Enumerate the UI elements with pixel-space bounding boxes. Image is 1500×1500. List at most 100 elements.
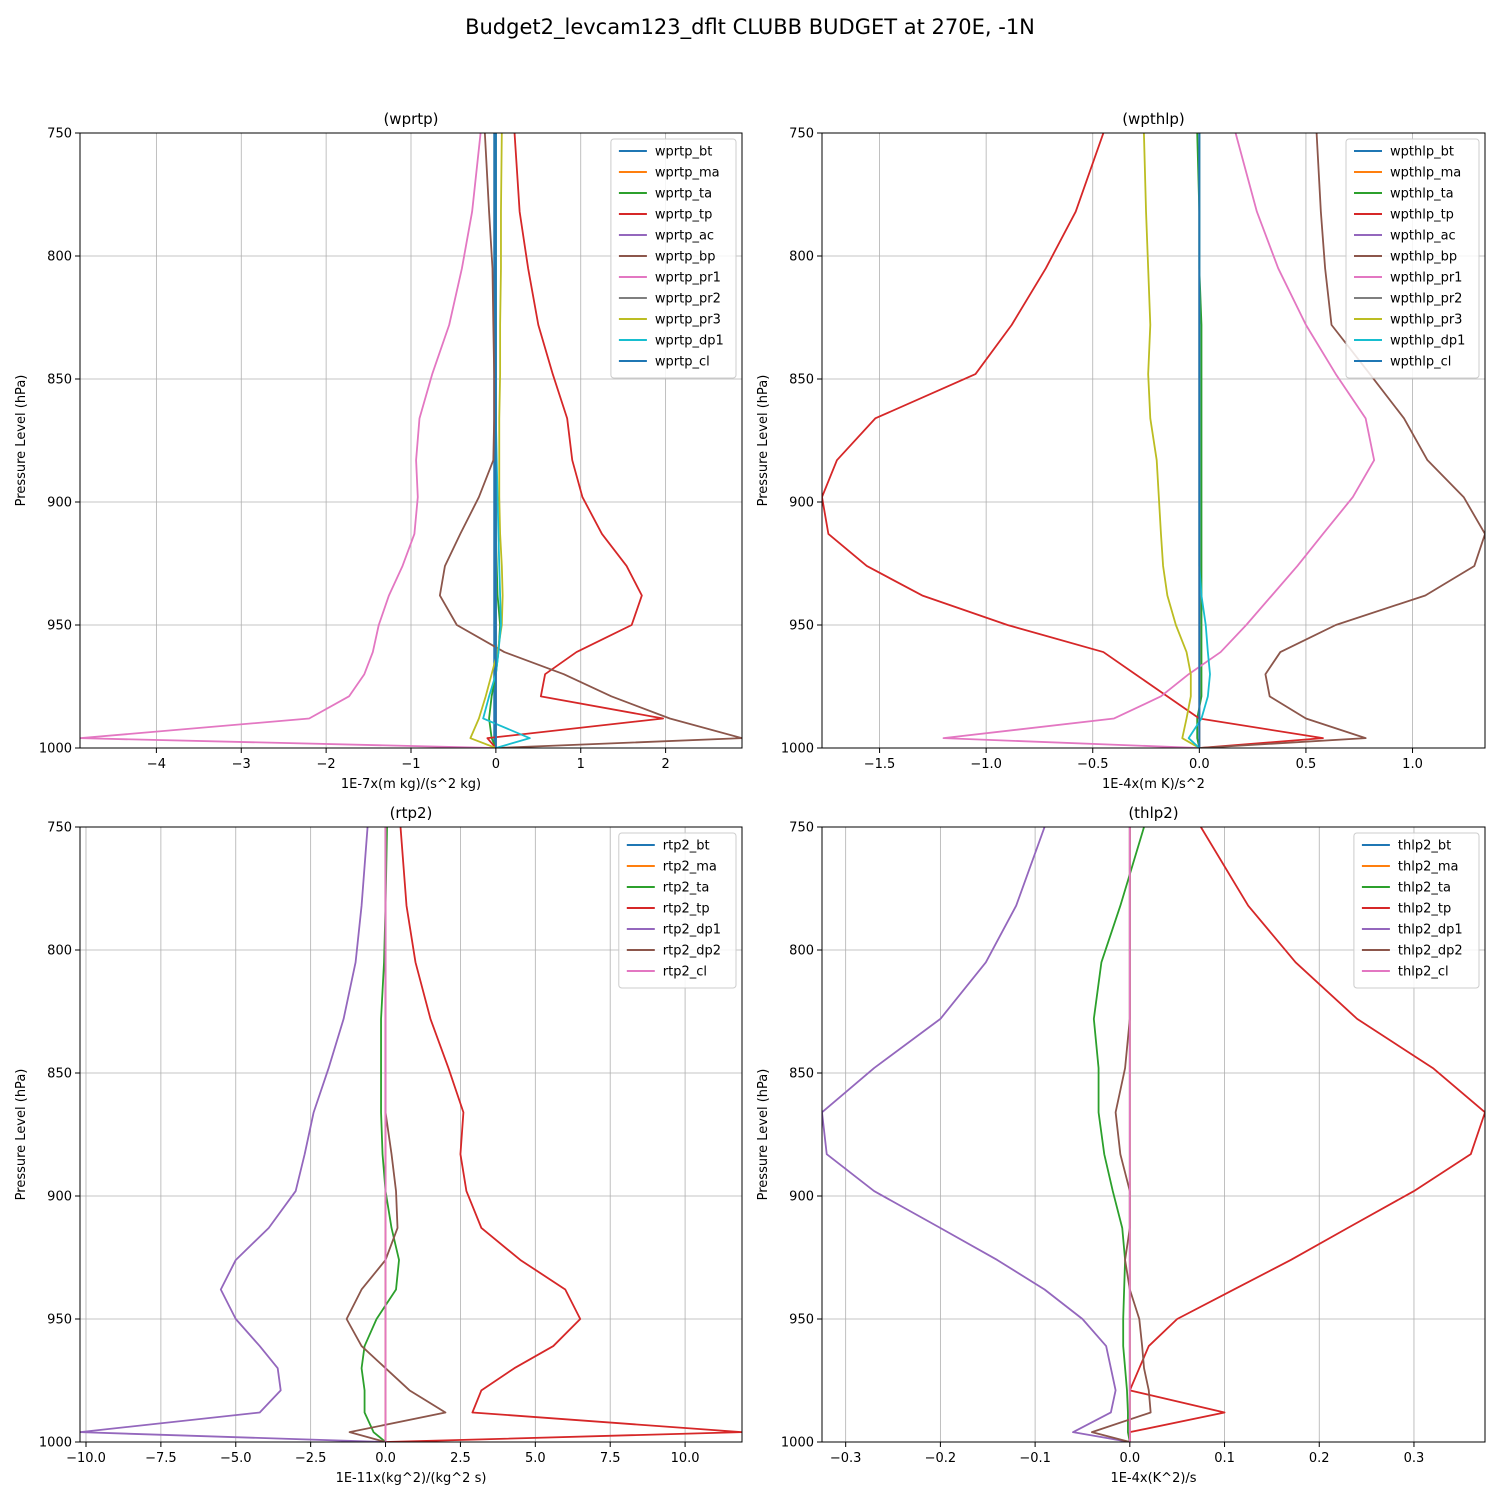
x-tick-label: 2 <box>661 757 669 772</box>
x-tick-label: −0.2 <box>925 1451 957 1466</box>
y-tick-label: 750 <box>789 821 814 836</box>
x-tick-label: 7.5 <box>600 1451 621 1466</box>
legend-entry-wprtp_pr1: wprtp_pr1 <box>655 271 721 286</box>
chart-panel-2: −1.5 −1.0 −0.5 0.0 0.5 1.0 750 800 850 900 950 1000… <box>756 110 1486 792</box>
panel-title: (thlp2) <box>1128 804 1178 822</box>
y-tick-label: 750 <box>789 127 814 142</box>
x-tick-label: −0.5 <box>1077 757 1109 772</box>
y-tick-label: 1000 <box>39 742 72 757</box>
y-tick-label: 950 <box>47 1313 72 1328</box>
axes-frame <box>821 132 1486 749</box>
x-axis-label: 1E-11x(kg^2)/(kg^2 s) <box>336 1471 487 1486</box>
series-line-wprtp_tp <box>486 133 664 748</box>
x-tick-label: −5.0 <box>220 1451 252 1466</box>
x-axis-label: 1E-7x(m kg)/(s^2 kg) <box>341 777 481 792</box>
x-tick-label: −10.0 <box>66 1451 106 1466</box>
y-tick-label: 1000 <box>781 1436 814 1451</box>
x-tick-label: 0.0 <box>1119 1451 1140 1466</box>
axes-frame <box>79 826 743 1443</box>
legend-entry-rtp2_dp1: rtp2_dp1 <box>663 923 721 938</box>
legend-entry-thlp2_ma: thlp2_ma <box>1398 860 1459 875</box>
chart-panel-3: −10.0 −7.5 −5.0 −2.5 0.0 2.5 5.0 7.5 10.0 750 800 8… <box>14 804 743 1486</box>
chart-panel-1: −4 −3 −2 −1 0 1 2 750 800 850 900 950 1000 (wprtp) 1E-… <box>14 110 743 792</box>
series-group <box>80 827 742 1442</box>
y-tick-label: 900 <box>789 496 814 511</box>
x-tick-label: −3 <box>232 757 251 772</box>
series-line-wprtp_pr1 <box>80 133 496 748</box>
y-tick-label: 850 <box>789 373 814 388</box>
series-line-thlp2_ta <box>1092 827 1145 1442</box>
x-tick-label: −1.5 <box>864 757 896 772</box>
series-line-rtp2_dp1 <box>80 827 386 1442</box>
panel-title: (wprtp) <box>383 110 438 128</box>
y-tick-label: 1000 <box>781 742 814 757</box>
series-line-wpthlp_pr1 <box>942 133 1376 748</box>
legend-entry-wprtp_ac: wprtp_ac <box>655 229 714 244</box>
series-line-wprtp_bp <box>438 133 742 748</box>
x-tick-label: −2 <box>317 757 336 772</box>
legend-entry-wprtp_ta: wprtp_ta <box>655 187 712 202</box>
y-tick-label: 750 <box>47 821 72 836</box>
y-axis-label: Pressure Level (hPa) <box>756 375 771 507</box>
figure-title: Budget2_levcam123_dflt CLUBB BUDGET at 2… <box>465 15 1035 39</box>
panel-title: (rtp2) <box>390 804 433 822</box>
x-tick-label: 0.0 <box>1189 757 1210 772</box>
y-tick-label: 950 <box>789 1313 814 1328</box>
series-line-thlp2_dp1 <box>822 827 1130 1442</box>
legend-entry-rtp2_dp2: rtp2_dp2 <box>663 944 721 959</box>
legend-entry-thlp2_tp: thlp2_tp <box>1398 902 1451 917</box>
legend-entry-rtp2_ma: rtp2_ma <box>663 860 717 875</box>
y-tick-label: 850 <box>47 373 72 388</box>
legend-entry-wpthlp_dp1: wpthlp_dp1 <box>1390 334 1465 349</box>
legend-entry-wprtp_tp: wprtp_tp <box>655 208 712 223</box>
y-tick-label: 900 <box>789 1190 814 1205</box>
y-tick-label: 750 <box>47 127 72 142</box>
legend-entry-wpthlp_bt: wpthlp_bt <box>1390 145 1454 160</box>
y-tick-label: 800 <box>47 250 72 265</box>
y-axis-label: Pressure Level (hPa) <box>756 1069 771 1201</box>
x-tick-label: 5.0 <box>525 1451 546 1466</box>
legend-entry-thlp2_bt: thlp2_bt <box>1398 839 1451 854</box>
y-tick-label: 800 <box>789 944 814 959</box>
legend-entry-wprtp_cl: wprtp_cl <box>655 355 710 370</box>
x-tick-label: 0.1 <box>1214 1451 1235 1466</box>
series-line-wprtp_pr3 <box>469 133 504 748</box>
y-tick-label: 850 <box>47 1067 72 1082</box>
legend-entry-wpthlp_bp: wpthlp_bp <box>1390 250 1457 265</box>
y-tick-label: 1000 <box>39 1436 72 1451</box>
x-tick-label: 2.5 <box>450 1451 471 1466</box>
series-line-rtp2_dp2 <box>345 827 447 1442</box>
x-tick-label: −2.5 <box>295 1451 327 1466</box>
legend-entry-thlp2_dp1: thlp2_dp1 <box>1398 923 1463 938</box>
x-tick-label: 10.0 <box>671 1451 700 1466</box>
x-tick-label: −0.1 <box>1019 1451 1051 1466</box>
legend-entry-thlp2_cl: thlp2_cl <box>1398 965 1449 980</box>
y-tick-label: 800 <box>789 250 814 265</box>
x-axis-label: 1E-4x(K^2)/s <box>1110 1471 1196 1486</box>
legend: rtp2_bt rtp2_ma rtp2_ta rtp2_tp rtp2_dp1 rtp2… <box>618 832 737 989</box>
legend-entry-wpthlp_cl: wpthlp_cl <box>1390 355 1451 370</box>
legend-entry-rtp2_ta: rtp2_ta <box>663 881 710 896</box>
x-tick-label: 0 <box>492 757 500 772</box>
y-tick-label: 900 <box>47 1190 72 1205</box>
legend: wprtp_bt wprtp_ma wprtp_ta wprtp_tp wprtp_ac… <box>610 138 737 379</box>
y-tick-label: 900 <box>47 496 72 511</box>
y-tick-label: 850 <box>789 1067 814 1082</box>
chart-panel-4: −0.3 −0.2 −0.1 0.0 0.1 0.2 0.3 750 800 850 900 950 1… <box>756 804 1486 1486</box>
series-group <box>822 133 1485 748</box>
legend-entry-rtp2_cl: rtp2_cl <box>663 965 707 980</box>
y-tick-label: 950 <box>47 619 72 634</box>
x-tick-label: −0.3 <box>830 1451 862 1466</box>
y-tick-label: 800 <box>47 944 72 959</box>
legend: thlp2_bt thlp2_ma thlp2_ta thlp2_tp thlp2_dp… <box>1353 832 1480 989</box>
legend-entry-wpthlp_pr2: wpthlp_pr2 <box>1390 292 1462 307</box>
legend-entry-thlp2_ta: thlp2_ta <box>1398 881 1451 896</box>
series-group <box>822 827 1485 1442</box>
x-tick-label: 1.0 <box>1402 757 1423 772</box>
legend-entry-rtp2_tp: rtp2_tp <box>663 902 710 917</box>
x-tick-label: 0.3 <box>1404 1451 1425 1466</box>
legend-entry-wprtp_bp: wprtp_bp <box>655 250 716 265</box>
legend-entry-wpthlp_pr3: wpthlp_pr3 <box>1390 313 1462 328</box>
x-tick-label: −1 <box>401 757 420 772</box>
